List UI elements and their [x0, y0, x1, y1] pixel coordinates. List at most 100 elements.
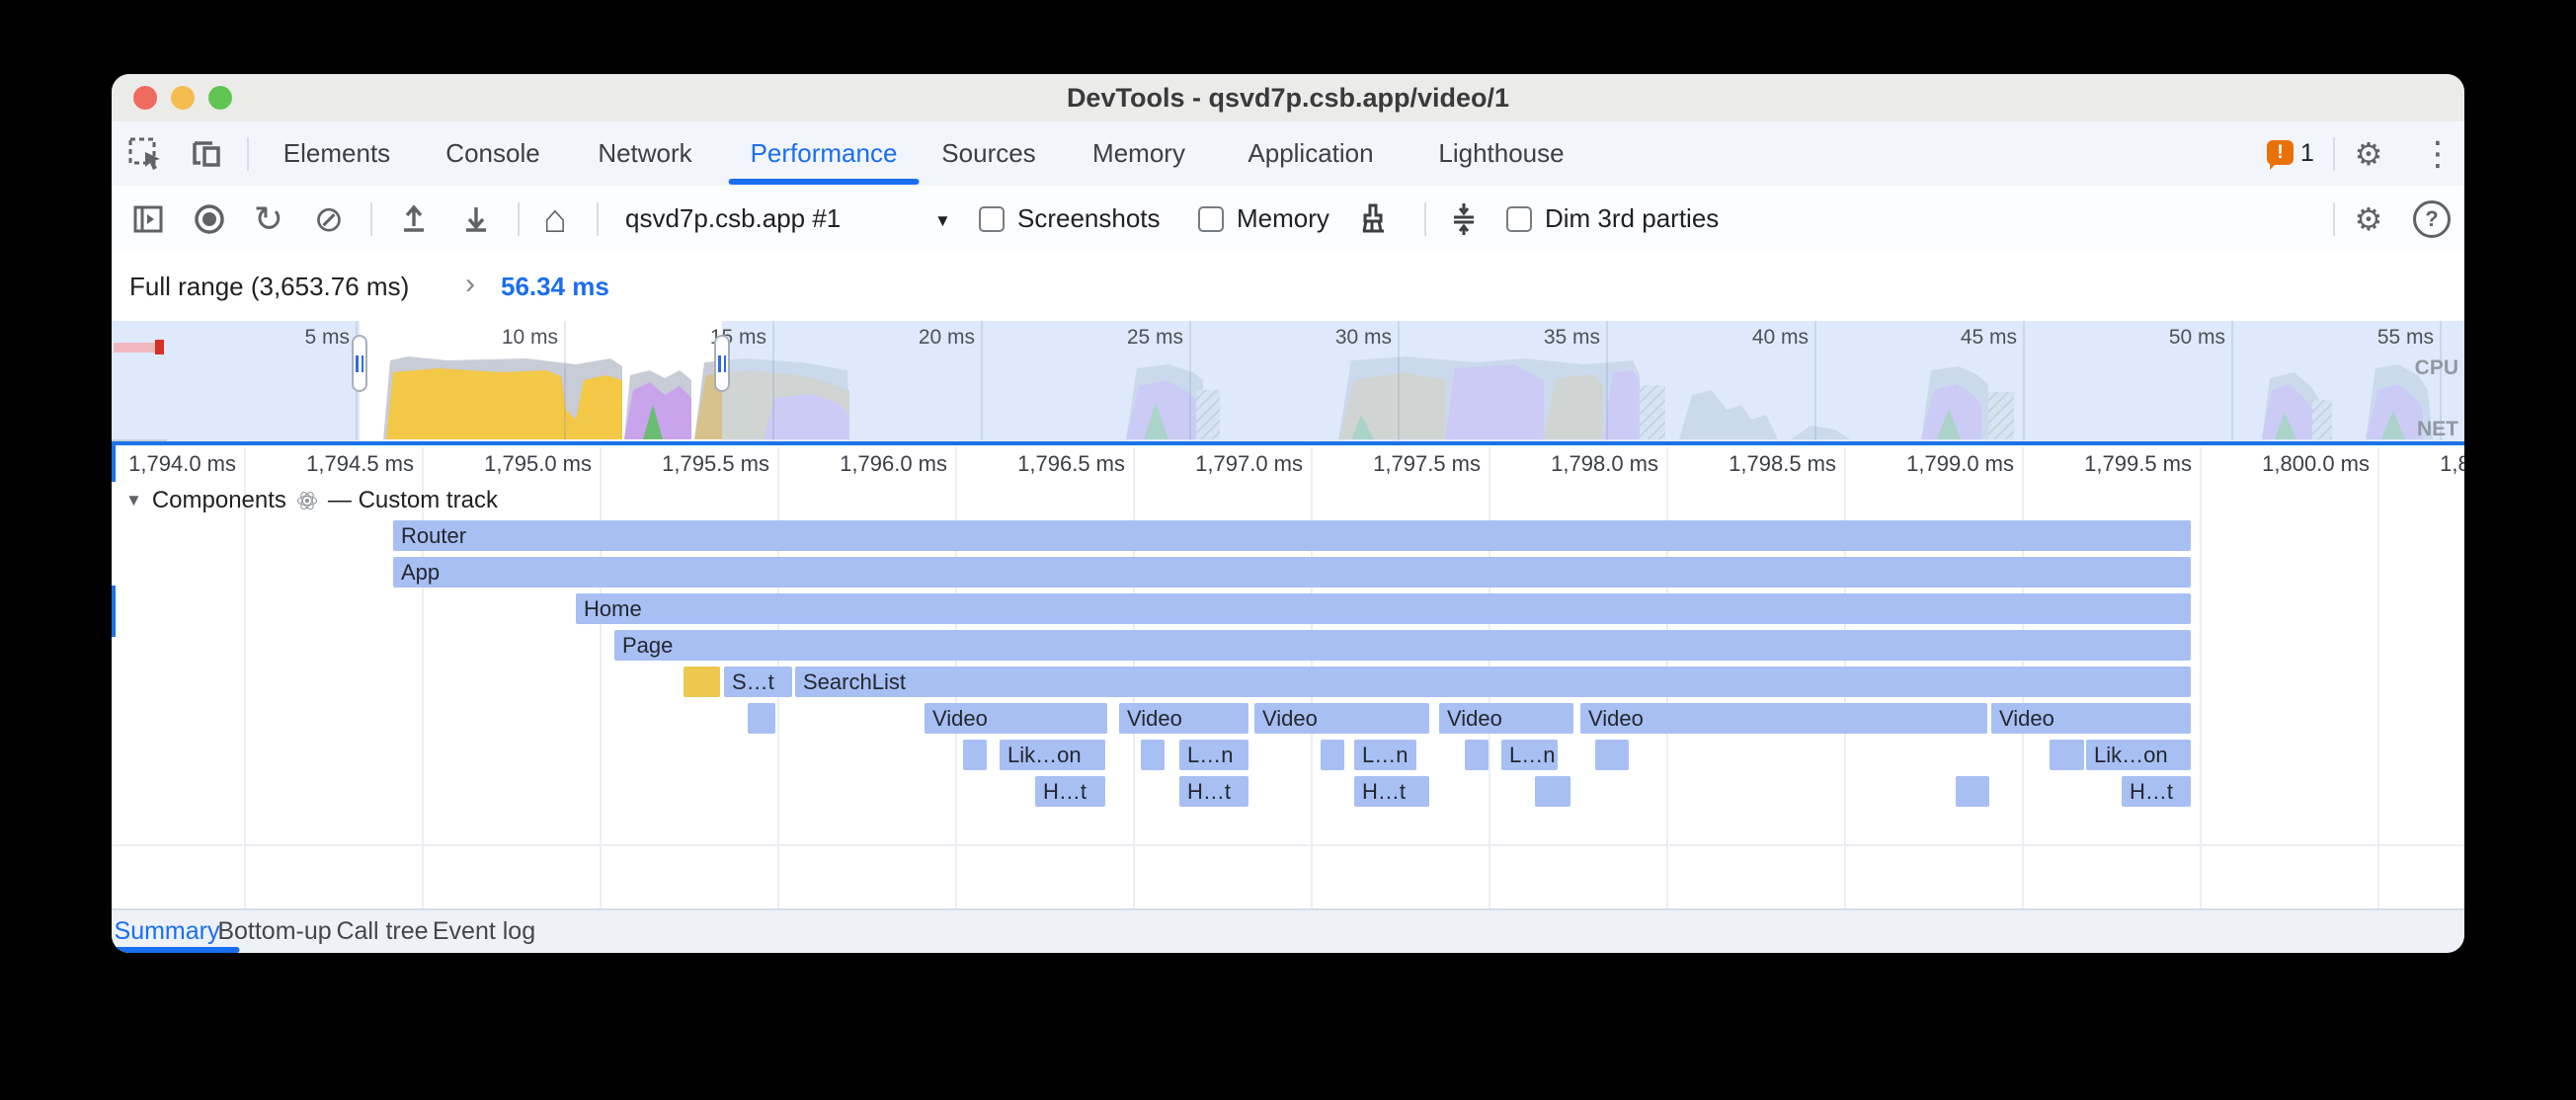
tab-application[interactable]: Application [1248, 137, 1374, 168]
overview-dim-left[interactable] [112, 321, 360, 444]
help-icon[interactable]: ? [2413, 200, 2451, 238]
components-track-header[interactable]: ▼ Components — Custom track [125, 484, 498, 517]
download-profile-icon[interactable] [457, 200, 495, 238]
flame-bar-page[interactable]: Page [614, 630, 2191, 661]
flame-bar-searchlist[interactable]: SearchList [795, 667, 2191, 697]
overview-detail-divider [112, 441, 2464, 445]
flame-bar-video[interactable]: Video [1580, 703, 1987, 734]
flame-bar[interactable] [1465, 740, 1489, 770]
home-icon[interactable]: ⌂ [542, 197, 568, 241]
breadcrumb-full-range[interactable]: Full range (3,653.76 ms) [129, 272, 410, 301]
settings-gear-icon[interactable]: ⚙ [2354, 136, 2383, 172]
checkbox-box[interactable] [1506, 205, 1532, 232]
breadcrumb-selected-range[interactable]: 56.34 ms [501, 272, 609, 301]
toggle-sidebar-icon[interactable] [129, 200, 167, 238]
overview-tick-label: 50 ms [2168, 326, 2225, 349]
error-badge-icon[interactable]: ! [2267, 140, 2294, 170]
flame-bar-video[interactable]: Video [1119, 703, 1248, 734]
tab-console[interactable]: Console [445, 137, 540, 168]
flame-bar[interactable] [684, 667, 720, 697]
detail-gridline [244, 447, 246, 908]
clear-icon[interactable]: ⊘ [313, 198, 345, 239]
tab-performance[interactable]: Performance [728, 121, 920, 185]
tab-network[interactable]: Network [598, 137, 692, 168]
collapse-triangle-icon[interactable]: ▼ [125, 491, 142, 510]
checkbox-screenshots[interactable]: Screenshots [979, 186, 1161, 252]
flame-bar-ht[interactable]: H…t [1354, 776, 1429, 807]
checkbox-memory[interactable]: Memory [1198, 186, 1329, 252]
capture-settings-gear-icon[interactable]: ⚙ [2354, 201, 2383, 237]
flame-bar-likon[interactable]: Lik…on [1000, 740, 1105, 770]
flame-bar-ht[interactable]: H…t [1035, 776, 1105, 807]
bottom-tab-summary[interactable]: Summary [112, 910, 240, 953]
tab-sources[interactable]: Sources [941, 137, 1036, 168]
checkbox-box[interactable] [1198, 205, 1224, 232]
flame-bar-ht[interactable]: H…t [1179, 776, 1248, 807]
chevron-down-icon[interactable]: ▼ [934, 211, 951, 230]
flame-bar-ln[interactable]: L…n [1354, 740, 1416, 770]
overview-gridline [2440, 321, 2442, 444]
inspect-element-icon[interactable] [126, 135, 164, 173]
reload-record-icon[interactable]: ↻ [253, 198, 284, 239]
detail-tick-label: 1,798.5 ms [1729, 451, 1836, 476]
tab-memory[interactable]: Memory [1092, 137, 1185, 168]
overview-gridline [772, 321, 774, 444]
checkbox-label[interactable]: Dim 3rd parties [1545, 203, 1720, 233]
flame-bar-video[interactable]: Video [1991, 703, 2191, 734]
timeline-overview[interactable]: 5 ms 10 ms 15 ms 20 ms 25 ms 30 ms 35 ms 40 ms 4… [112, 321, 2464, 444]
flame-bar[interactable] [1141, 740, 1165, 770]
flame-bar[interactable] [1535, 776, 1570, 807]
garbage-collect-brush-icon[interactable] [1354, 200, 1392, 238]
flame-bar[interactable] [1321, 740, 1344, 770]
selection-handle-left[interactable] [352, 335, 367, 392]
flame-bar-router[interactable]: Router [393, 520, 2191, 551]
flame-bar-st[interactable]: S…t [724, 667, 792, 697]
flame-bar-video[interactable]: Video [1439, 703, 1573, 734]
flame-bar[interactable] [1595, 740, 1629, 770]
overview-tick-label: 35 ms [1543, 326, 1600, 349]
flame-bar-likon[interactable]: Lik…on [2086, 740, 2191, 770]
flame-bar[interactable] [2050, 740, 2084, 770]
detail-tick-label: 1,795.5 ms [662, 451, 769, 476]
flame-bar[interactable] [963, 740, 987, 770]
checkbox-label[interactable]: Memory [1237, 203, 1329, 233]
flame-bar[interactable] [748, 703, 775, 734]
collapse-sanitize-icon[interactable] [1445, 200, 1483, 238]
kebab-menu-icon[interactable]: ⋮ [2421, 135, 2455, 173]
detail-tick-label: 1,796.5 ms [1017, 451, 1125, 476]
overview-dim-right[interactable] [722, 321, 2464, 444]
flame-bar-ln[interactable]: L…n [1501, 740, 1558, 770]
flame-bar-ln[interactable]: L…n [1179, 740, 1248, 770]
bottom-tab-call-tree[interactable]: Call tree [336, 917, 429, 945]
overview-gridline [981, 321, 983, 444]
long-task-red-marker [155, 340, 164, 354]
track-left-accent-2 [112, 586, 116, 637]
zoom-window-button[interactable] [208, 86, 232, 110]
bottom-tab-event-log[interactable]: Event log [432, 917, 536, 945]
tab-elements[interactable]: Elements [282, 137, 391, 168]
flame-bar-app[interactable]: App [393, 557, 2191, 588]
bottom-tab-bottom-up[interactable]: Bottom-up [217, 917, 332, 945]
minimize-window-button[interactable] [171, 86, 195, 110]
checkbox-label[interactable]: Screenshots [1017, 203, 1161, 233]
flame-bar-video[interactable]: Video [925, 703, 1107, 734]
tab-lighthouse[interactable]: Lighthouse [1438, 137, 1565, 168]
upload-profile-icon[interactable] [395, 200, 433, 238]
detail-gridline [2377, 447, 2379, 908]
selection-handle-right[interactable] [714, 335, 730, 392]
error-count[interactable]: 1 [2300, 139, 2314, 167]
detail-tick-label: 1,800.0 ms [2262, 451, 2370, 476]
flame-bar-home[interactable]: Home [576, 593, 2191, 624]
tabbar-divider-right [2333, 137, 2335, 171]
checkbox-dim-3rd-parties[interactable]: Dim 3rd parties [1506, 186, 1719, 252]
record-icon[interactable] [191, 200, 228, 238]
close-window-button[interactable] [133, 86, 157, 110]
flame-bar[interactable] [1956, 776, 1989, 807]
flame-bar-ht[interactable]: H…t [2122, 776, 2191, 807]
device-toolbar-icon[interactable] [188, 135, 225, 173]
checkbox-box[interactable] [979, 205, 1005, 232]
target-select[interactable]: qsvd7p.csb.app #1 [625, 203, 842, 233]
net-lane-label: NET [2417, 418, 2458, 440]
flame-bar-video[interactable]: Video [1254, 703, 1429, 734]
detail-gridline [422, 447, 424, 908]
